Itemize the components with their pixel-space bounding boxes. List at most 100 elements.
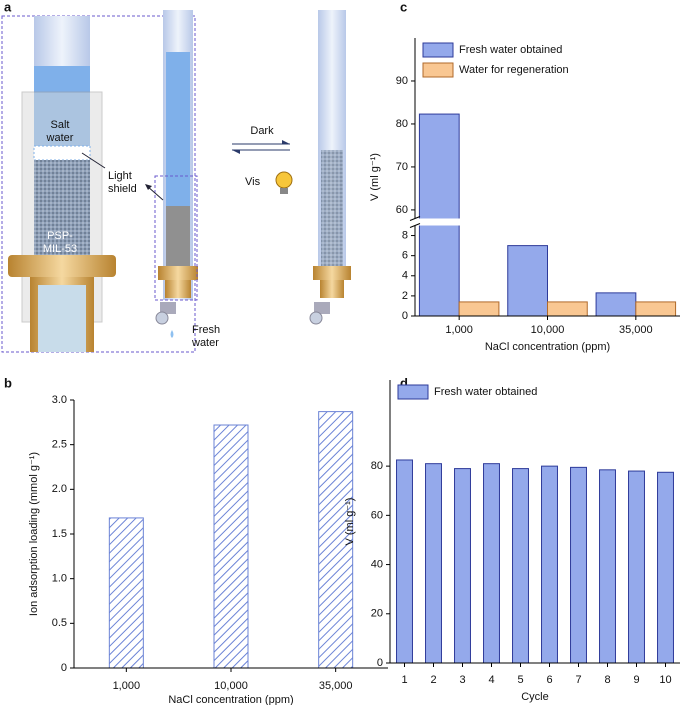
bar bbox=[657, 471, 674, 664]
label: Light shield bbox=[108, 170, 137, 195]
y-tick-label: 0 bbox=[61, 662, 67, 674]
panel-label: d bbox=[400, 375, 408, 390]
drop bbox=[170, 330, 174, 338]
y-tick-label: 20 bbox=[371, 608, 383, 620]
tap bbox=[314, 302, 330, 314]
x-tick-label: 5 bbox=[517, 674, 523, 686]
x-axis-label: Cycle bbox=[521, 691, 549, 703]
bar bbox=[512, 468, 529, 664]
y-tick-label: 0 bbox=[377, 657, 383, 669]
y-tick-label: 2.0 bbox=[52, 483, 67, 495]
x-tick-label: 10 bbox=[659, 674, 671, 686]
x-tick-label: 1,000 bbox=[445, 324, 473, 336]
pointer bbox=[81, 152, 106, 169]
label: Fresh water bbox=[191, 324, 220, 349]
legend-label: Fresh water obtained bbox=[459, 44, 562, 56]
panel-label: b bbox=[4, 375, 12, 390]
bar bbox=[418, 113, 460, 317]
fitting bbox=[313, 266, 351, 280]
outlet bbox=[38, 285, 86, 352]
axis-break bbox=[409, 218, 680, 226]
y-tick-label: 80 bbox=[396, 118, 408, 130]
bar bbox=[541, 465, 558, 664]
legend-label: Fresh water obtained bbox=[434, 386, 537, 398]
diagram: a Salt water Light shield PSP-MIL-53 Fresh… bbox=[1, 0, 351, 353]
light-shield bbox=[33, 145, 91, 161]
bulb-base bbox=[280, 188, 288, 194]
y-axis-label: V (ml g⁻¹) bbox=[369, 153, 381, 201]
y-tick-label: 0 bbox=[402, 310, 408, 322]
y-tick-label: 1.5 bbox=[52, 528, 67, 540]
bar bbox=[635, 301, 677, 317]
bar bbox=[213, 424, 249, 669]
y-tick-label: 80 bbox=[371, 460, 383, 472]
y-tick-label: 90 bbox=[396, 75, 408, 87]
x-tick-label: 35,000 bbox=[619, 324, 653, 336]
y-axis-label: Ion adsorption loading (mmol g⁻¹) bbox=[28, 452, 40, 616]
x-tick-label: 10,000 bbox=[531, 324, 565, 336]
x-tick-label: 8 bbox=[604, 674, 610, 686]
y-tick-label: 3.0 bbox=[52, 394, 67, 406]
bar bbox=[507, 245, 548, 317]
legend-swatch bbox=[397, 384, 429, 400]
fitting bbox=[165, 280, 191, 298]
bar bbox=[425, 463, 442, 664]
tap bbox=[160, 302, 176, 314]
x-axis-label: NaCl concentration (ppm) bbox=[485, 341, 610, 353]
legend-swatch bbox=[422, 42, 454, 58]
tap bbox=[309, 311, 323, 325]
fitting bbox=[158, 266, 198, 280]
y-tick-label: 4 bbox=[402, 270, 408, 282]
adsorbent bbox=[321, 150, 343, 266]
x-tick-label: 9 bbox=[633, 674, 639, 686]
fitting bbox=[320, 280, 344, 298]
panel-label: a bbox=[4, 0, 12, 14]
arrowhead bbox=[282, 140, 290, 144]
legend-swatch bbox=[422, 62, 454, 78]
zoom-box bbox=[1, 15, 196, 353]
panel-label: c bbox=[400, 0, 407, 14]
legend-label: Water for regeneration bbox=[459, 64, 569, 76]
y-tick-label: 8 bbox=[402, 229, 408, 241]
label: PSP-MIL-53 bbox=[43, 230, 77, 255]
x-axis-label: NaCl concentration (ppm) bbox=[168, 694, 293, 705]
x-tick-label: 7 bbox=[575, 674, 581, 686]
label: Salt water bbox=[46, 119, 74, 144]
salt-water bbox=[166, 52, 190, 206]
tap bbox=[155, 311, 169, 325]
y-tick-label: 2 bbox=[402, 290, 408, 302]
bar bbox=[483, 463, 500, 664]
y-tick-label: 2.5 bbox=[52, 439, 67, 451]
x-tick-label: 1 bbox=[401, 674, 407, 686]
bar bbox=[570, 466, 587, 664]
break-mark bbox=[409, 223, 421, 228]
fitting bbox=[8, 255, 116, 277]
zoom-region bbox=[154, 175, 198, 301]
bar bbox=[547, 301, 588, 317]
y-tick-label: 6 bbox=[402, 250, 408, 262]
label: Dark bbox=[250, 125, 274, 137]
bulb bbox=[275, 171, 293, 189]
y-tick-label: 1.0 bbox=[52, 573, 67, 585]
shield bbox=[166, 206, 190, 266]
x-tick-label: 10,000 bbox=[214, 680, 248, 692]
arrowhead bbox=[145, 184, 152, 190]
bar bbox=[396, 459, 413, 664]
x-tick-label: 3 bbox=[459, 674, 465, 686]
y-axis-label: V (ml g⁻¹) bbox=[344, 498, 356, 546]
bar bbox=[454, 468, 471, 664]
bar bbox=[108, 517, 144, 669]
bar bbox=[628, 470, 645, 664]
y-tick-label: 70 bbox=[396, 161, 408, 173]
y-tick-label: 0.5 bbox=[52, 617, 67, 629]
x-tick-label: 1,000 bbox=[113, 680, 141, 692]
arrowhead bbox=[232, 150, 240, 154]
label: Vis bbox=[245, 176, 261, 188]
y-tick-label: 40 bbox=[371, 558, 383, 570]
bar bbox=[318, 411, 354, 669]
x-tick-label: 4 bbox=[488, 674, 494, 686]
x-tick-label: 6 bbox=[546, 674, 552, 686]
y-tick-label: 60 bbox=[396, 204, 408, 216]
y-tick-label: 60 bbox=[371, 509, 383, 521]
